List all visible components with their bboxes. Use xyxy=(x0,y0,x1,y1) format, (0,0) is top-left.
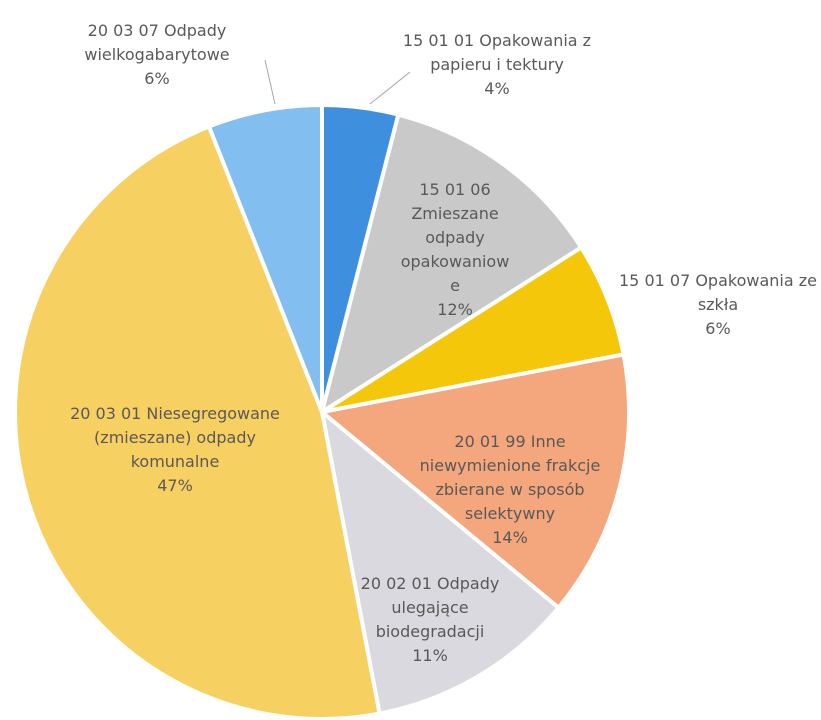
leader-line xyxy=(369,71,411,105)
category-label: 15 01 06 Zmieszane odpady opakowaniowe xyxy=(400,180,510,295)
category-label: 20 03 07 Odpady wielkogabarytowe xyxy=(84,21,230,64)
slice-label: 20 03 01 Niesegregowane (zmieszane) odpa… xyxy=(68,402,283,498)
category-label: 20 02 01 Odpady ulegające biodegradacji xyxy=(360,574,500,641)
pie-slice xyxy=(317,352,631,611)
slice-label: 15 01 07 Opakowania ze szkła 6% xyxy=(618,269,818,341)
category-label: 20 01 99 Inne niewymienione frakcje zbie… xyxy=(419,432,601,523)
pie-slice xyxy=(318,112,584,417)
leader-line xyxy=(264,59,276,105)
slice-label: 20 01 99 Inne niewymienione frakcje zbie… xyxy=(393,430,628,550)
slice-label: 20 02 01 Odpady ulegające biodegradacji 1… xyxy=(360,572,500,668)
value-label: 47% xyxy=(157,476,193,495)
pie-slice xyxy=(318,406,562,716)
value-label: 14% xyxy=(492,528,528,547)
value-label: 6% xyxy=(705,319,731,338)
value-label: 12% xyxy=(437,300,473,319)
slice-label: 15 01 01 Opakowania z papieru i tektury 4… xyxy=(377,29,617,101)
category-label: 15 01 07 Opakowania ze szkła xyxy=(619,271,817,314)
value-label: 11% xyxy=(412,646,448,665)
category-label: 20 03 01 Niesegregowane (zmieszane) odpa… xyxy=(70,404,280,471)
slice-label: 20 03 07 Odpady wielkogabarytowe 6% xyxy=(52,19,262,91)
value-label: 6% xyxy=(144,69,170,88)
pie-slice xyxy=(206,102,324,413)
value-label: 4% xyxy=(484,79,510,98)
slice-label: 15 01 06 Zmieszane odpady opakowaniowe 12… xyxy=(400,178,510,322)
category-label: 15 01 01 Opakowania z papieru i tektury xyxy=(402,31,592,74)
pie-slice xyxy=(13,123,382,720)
